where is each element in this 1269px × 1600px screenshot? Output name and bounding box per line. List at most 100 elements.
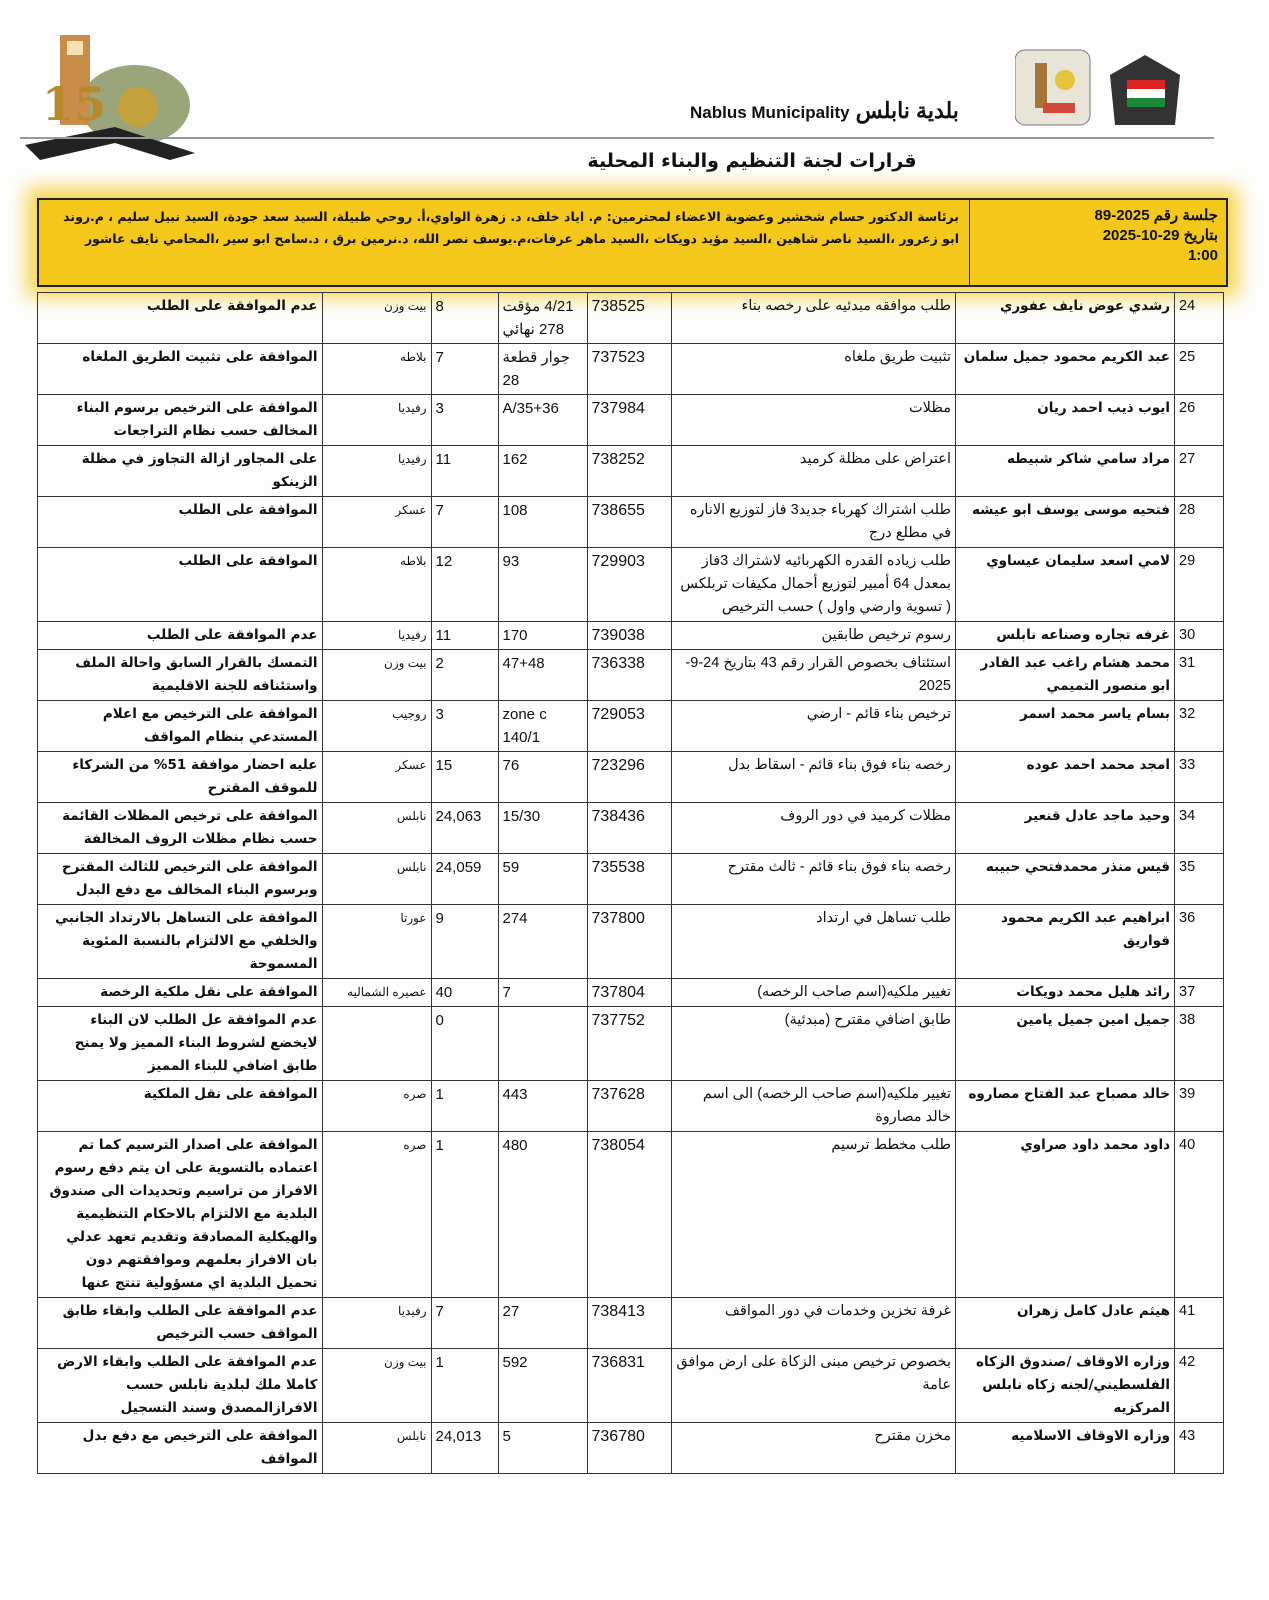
- request-description: طلب تساهل في ارتداد: [670, 904, 956, 979]
- request-description: رسوم ترخيص طابقين: [670, 621, 956, 650]
- request-description: مخزن مقترح: [670, 1422, 956, 1474]
- applicant-name: مراد سامي شاكر شبيطه: [955, 445, 1175, 497]
- header-divider: [20, 137, 1214, 139]
- file-number: 735538: [586, 853, 672, 905]
- applicant-name: فتحيه موسى يوسف ابو عيشه: [955, 496, 1175, 548]
- request-description: استئناف بخصوص القرار رقم 43 بتاريخ 24-9-…: [670, 649, 956, 701]
- row-number: 27: [1174, 445, 1224, 497]
- file-number: 738252: [586, 445, 672, 497]
- applicant-name: غرفه تجاره وصناعه نابلس: [955, 621, 1175, 650]
- file-number: 737628: [586, 1080, 672, 1132]
- applicant-name: داود محمد داود صراوي: [955, 1131, 1175, 1298]
- parcel-number: [497, 1006, 588, 1081]
- municipality-emblems: [1015, 49, 1180, 126]
- decision: الموافقة على نقل الملكية: [37, 1080, 323, 1132]
- table-row: 35 قيس منذر محمدفتحي حبيبه رخصه بناء فوق ب…: [37, 853, 1224, 905]
- area-name: روجيب: [321, 700, 432, 752]
- block-number: 24,013: [430, 1422, 499, 1474]
- table-row: 41 هيثم عادل كامل زهران غرفة تخزين وخدمات …: [37, 1297, 1224, 1349]
- session-details: جلسة رقم 2025-89 بتاريخ 29-10-2025 1:00: [969, 200, 1226, 285]
- area-name: رفيديا: [321, 394, 432, 446]
- parcel-number: 5: [497, 1422, 588, 1474]
- row-number: 37: [1174, 978, 1224, 1007]
- applicant-name: وزاره الاوقاف /صندوق الزكاه الفلسطيني/لج…: [955, 1348, 1175, 1423]
- request-description: طلب موافقه مبدئيه على رخصه بناء: [670, 292, 956, 344]
- area-name: بلاطه: [321, 547, 432, 622]
- decision: الموافقة على الطلب: [37, 547, 323, 622]
- decision: عدم الموافقة على الطلب وابقاء طابق الموا…: [37, 1297, 323, 1349]
- block-number: 1: [430, 1348, 499, 1423]
- area-name: بيت وزن: [321, 649, 432, 701]
- block-number: 3: [430, 700, 499, 752]
- file-number: 738525: [586, 292, 672, 344]
- parcel-number: 27: [497, 1297, 588, 1349]
- file-number: 736831: [586, 1348, 672, 1423]
- decision: الموافقة على نقل ملكية الرخصة: [37, 978, 323, 1007]
- svg-text:15: 15: [42, 77, 106, 131]
- row-number: 33: [1174, 751, 1224, 803]
- table-row: 36 ابراهيم عبد الكريم محمود قواريق طلب تسا…: [37, 904, 1224, 979]
- decision: الموافقة على الطلب: [37, 496, 323, 548]
- table-row: 27 مراد سامي شاكر شبيطه اعتراض على مظلة كر…: [37, 445, 1224, 497]
- decision: على المجاور ازالة التجاوز في مظلة الزينك…: [37, 445, 323, 497]
- table-row: 33 امجد محمد احمد عوده رخصه بناء فوق بناء …: [37, 751, 1224, 803]
- applicant-name: لامي اسعد سليمان عيساوي: [955, 547, 1175, 622]
- area-name: بيت وزن: [321, 1348, 432, 1423]
- row-number: 43: [1174, 1422, 1224, 1474]
- parcel-number: zone c 140/1: [497, 700, 588, 752]
- row-number: 29: [1174, 547, 1224, 622]
- block-number: 24,059: [430, 853, 499, 905]
- parcel-number: 170: [497, 621, 588, 650]
- area-name: صره: [321, 1131, 432, 1298]
- table-row: 25 عبد الكريم محمود جميل سلمان تثبيت طريق …: [37, 343, 1224, 395]
- parcel-number: 274: [497, 904, 588, 979]
- decision: الموافقة على الترخيص مع اعلام المستدعي ب…: [37, 700, 323, 752]
- area-name: عورتا: [321, 904, 432, 979]
- block-number: 7: [430, 1297, 499, 1349]
- block-number: 9: [430, 904, 499, 979]
- applicant-name: محمد هشام راغب عبد القادر ابو منصور التم…: [955, 649, 1175, 701]
- applicant-name: رائد هليل محمد دويكات: [955, 978, 1175, 1007]
- request-description: تغيير ملكيه(اسم صاحب الرخصه): [670, 978, 956, 1007]
- decision: الموافقة على الترخيص برسوم البناء المخال…: [37, 394, 323, 446]
- file-number: 729903: [586, 547, 672, 622]
- block-number: 7: [430, 496, 499, 548]
- block-number: 1: [430, 1080, 499, 1132]
- request-description: بخصوص ترخيص مبنى الزكاة على ارض موافق عا…: [670, 1348, 956, 1423]
- row-number: 32: [1174, 700, 1224, 752]
- parcel-number: A/35+36: [497, 394, 588, 446]
- parcel-number: 59: [497, 853, 588, 905]
- area-name: صره: [321, 1080, 432, 1132]
- block-number: 11: [430, 445, 499, 497]
- parcel-number: 162: [497, 445, 588, 497]
- area-name: عسكر: [321, 751, 432, 803]
- decisions-table: 24 رشدي عوض نايف عفوري طلب موافقه مبدئيه ع…: [37, 292, 1224, 1474]
- applicant-name: امجد محمد احمد عوده: [955, 751, 1175, 803]
- parcel-number: 4/21 مؤقت 278 نهائي: [497, 292, 588, 344]
- request-description: مظلات كرميد في دور الروف: [670, 802, 956, 854]
- file-number: 738436: [586, 802, 672, 854]
- file-number: 737800: [586, 904, 672, 979]
- file-number: 738413: [586, 1297, 672, 1349]
- parcel-number: 47+48: [497, 649, 588, 701]
- row-number: 35: [1174, 853, 1224, 905]
- request-description: طلب اشتراك كهرباء جديد3 فاز لتوزيع الانا…: [670, 496, 956, 548]
- table-row: 43 وزاره الاوقاف الاسلاميه مخزن مقترح 73678…: [37, 1422, 1224, 1474]
- table-row: 26 ايوب ذيب احمد ريان مظلات 737984 A/35+36 3 ر…: [37, 394, 1224, 446]
- row-number: 34: [1174, 802, 1224, 854]
- request-description: مظلات: [670, 394, 956, 446]
- area-name: عسكر: [321, 496, 432, 548]
- row-number: 26: [1174, 394, 1224, 446]
- applicant-name: وزاره الاوقاف الاسلاميه: [955, 1422, 1175, 1474]
- parcel-number: 76: [497, 751, 588, 803]
- block-number: 1: [430, 1131, 499, 1298]
- block-number: 40: [430, 978, 499, 1007]
- applicant-name: ابراهيم عبد الكريم محمود قواريق: [955, 904, 1175, 979]
- table-row: 37 رائد هليل محمد دويكات تغيير ملكيه(اسم ص…: [37, 978, 1224, 1007]
- table-row: 32 بسام ياسر محمد اسمر ترخيص بناء قائم - ا…: [37, 700, 1224, 752]
- table-row: 34 وحيد ماجد عادل قنعير مظلات كرميد في دور…: [37, 802, 1224, 854]
- file-number: 737804: [586, 978, 672, 1007]
- area-name: بيت وزن: [321, 292, 432, 344]
- block-number: 24,063: [430, 802, 499, 854]
- file-number: 738054: [586, 1131, 672, 1298]
